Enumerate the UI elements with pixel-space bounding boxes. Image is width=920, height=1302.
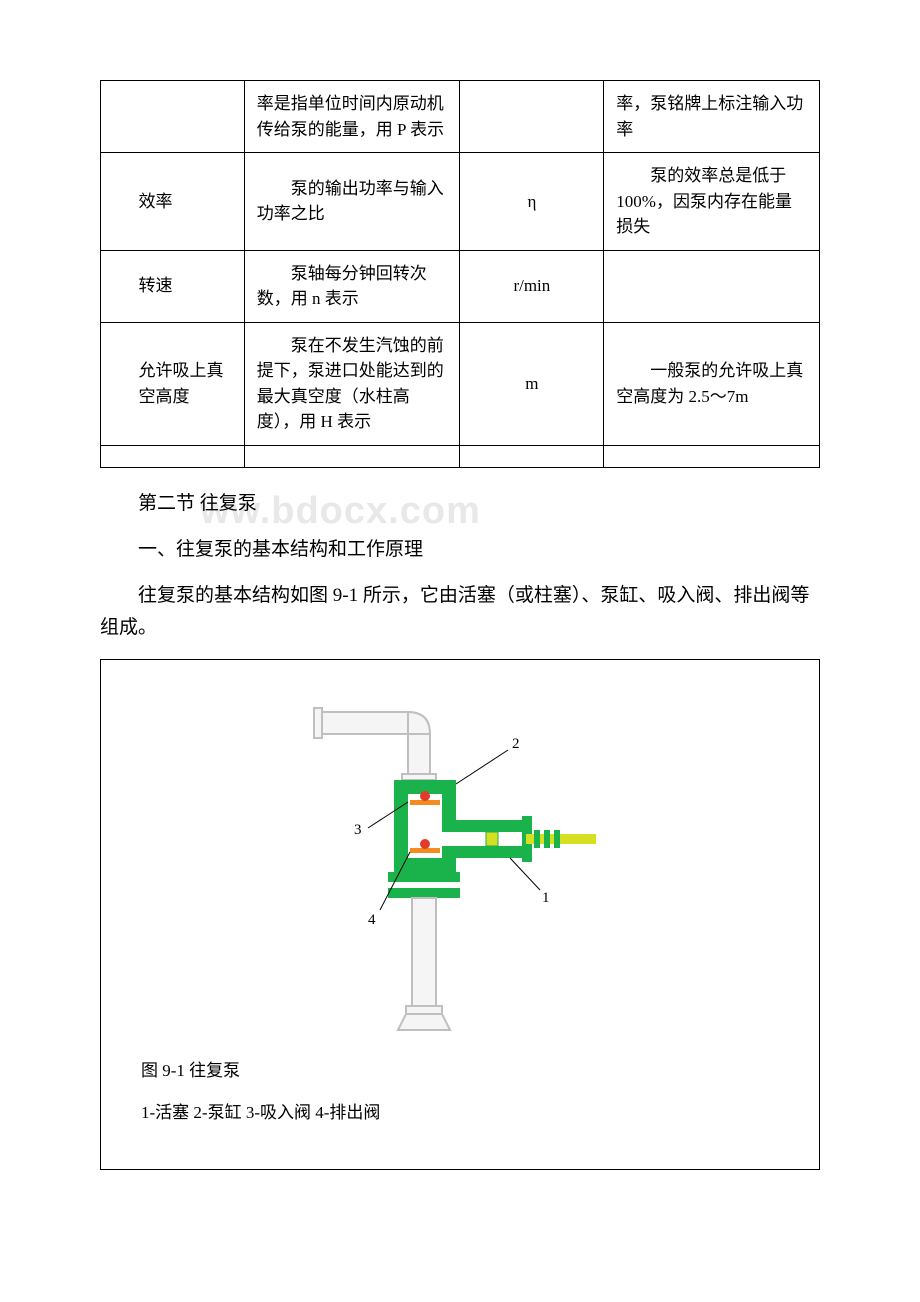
figure-legend: 1-活塞 2-泵缸 3-吸入阀 4-排出阀 — [141, 1098, 799, 1129]
table-row: 允许吸上真空高度 泵在不发生汽蚀的前提下，泵进口处能达到的最大真空度（水柱高度）… — [101, 322, 820, 445]
cell-name: 转速 — [101, 250, 245, 322]
table-row: 效率 泵的输出功率与输入功率之比 η 泵的效率总是低于 100%，因泵内存在能量… — [101, 153, 820, 251]
section-title: 第二节 往复泵 — [100, 488, 820, 520]
svg-text:1: 1 — [542, 890, 550, 906]
cell-unit: η — [460, 153, 604, 251]
cell-desc — [244, 445, 460, 467]
cell-name: 效率 — [101, 153, 245, 251]
cell-name — [101, 81, 245, 153]
parameter-table: 率是指单位时间内原动机传给泵的能量，用 P 表示 率，泵铭牌上标注输入功率 效率… — [100, 80, 820, 468]
cell-note — [604, 250, 820, 322]
cell-desc: 率是指单位时间内原动机传给泵的能量，用 P 表示 — [244, 81, 460, 153]
body-text: 往复泵的基本结构如图 9-1 所示，它由活塞（或柱塞）、泵缸、吸入阀、排出阀等组… — [100, 580, 820, 645]
figure-container: 2 1 3 4 图 9-1 往复泵 1-活塞 2-泵缸 3-吸入阀 4-排出阀 — [100, 659, 820, 1170]
svg-text:4: 4 — [368, 912, 376, 928]
pump-diagram: 2 1 3 4 — [290, 680, 630, 1040]
cell-desc: 泵在不发生汽蚀的前提下，泵进口处能达到的最大真空度（水柱高度），用 H 表示 — [244, 322, 460, 445]
cell-note — [604, 445, 820, 467]
table-row: 率是指单位时间内原动机传给泵的能量，用 P 表示 率，泵铭牌上标注输入功率 — [101, 81, 820, 153]
cell-note: 泵的效率总是低于 100%，因泵内存在能量损失 — [604, 153, 820, 251]
cell-note: 率，泵铭牌上标注输入功率 — [604, 81, 820, 153]
svg-text:3: 3 — [354, 822, 362, 838]
cell-desc: 泵的输出功率与输入功率之比 — [244, 153, 460, 251]
cell-unit — [460, 81, 604, 153]
cell-desc: 泵轴每分钟回转次数，用 n 表示 — [244, 250, 460, 322]
cell-name: 允许吸上真空高度 — [101, 322, 245, 445]
table-row: 转速 泵轴每分钟回转次数，用 n 表示 r/min — [101, 250, 820, 322]
cell-name — [101, 445, 245, 467]
cell-unit — [460, 445, 604, 467]
cell-note: 一般泵的允许吸上真空高度为 2.5～7m — [604, 322, 820, 445]
cell-unit: m — [460, 322, 604, 445]
cell-unit: r/min — [460, 250, 604, 322]
figure-title: 图 9-1 往复泵 — [141, 1056, 799, 1087]
svg-text:2: 2 — [512, 736, 520, 752]
table-row — [101, 445, 820, 467]
section-heading: 一、往复泵的基本结构和工作原理 — [100, 534, 820, 566]
